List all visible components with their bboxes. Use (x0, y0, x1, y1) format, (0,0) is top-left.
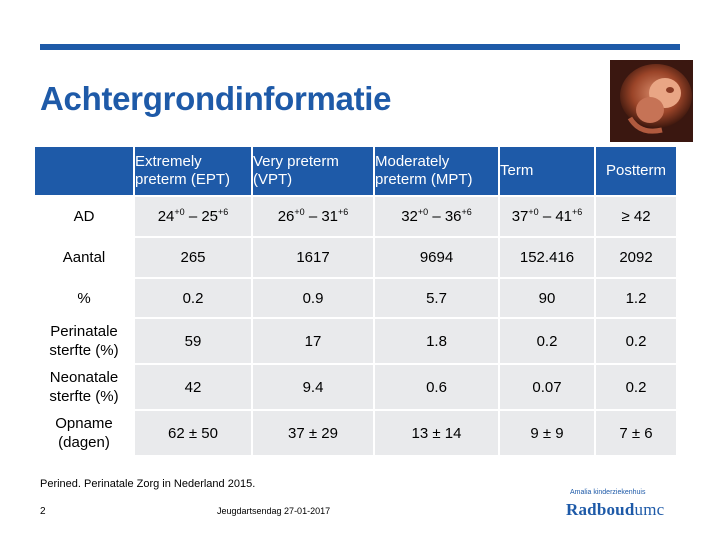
cell-ept: 0.2 (135, 279, 251, 317)
cell-vpt: 37 ± 29 (253, 411, 373, 455)
hospital-subtitle: Amalia kinderziekenhuis (570, 489, 646, 496)
cell-postterm: 2092 (596, 238, 676, 277)
header-term: Term (500, 147, 594, 195)
preterm-statistics-table: Extremely preterm (EPT) Very preterm (VP… (33, 145, 678, 457)
cell-mpt: 5.7 (375, 279, 498, 317)
ad-vpt: 26+0 – 31+6 (253, 197, 373, 236)
cell-ept: 62 ± 50 (135, 411, 251, 455)
table-row: Neonatale sterfte (%) 42 9.4 0.6 0.07 0.2 (35, 365, 676, 409)
radboudumc-logo: Radboudumc (566, 500, 664, 520)
row-label: Aantal (35, 238, 133, 277)
brand-bold-text: Radboud (566, 500, 635, 519)
cell-ept: 265 (135, 238, 251, 277)
slide-title: Achtergrondinformatie (40, 80, 392, 117)
row-label: % (35, 279, 133, 317)
table-row: % 0.2 0.9 5.7 90 1.2 (35, 279, 676, 317)
row-label: Perinatale sterfte (%) (35, 319, 133, 363)
table-row-ad: AD 24+0 – 25+6 26+0 – 31+6 32+0 – 36+6 3… (35, 197, 676, 236)
ad-postterm: ≥ 42 (596, 197, 676, 236)
table-header-row: Extremely preterm (EPT) Very preterm (VP… (35, 147, 676, 195)
fetus-photo (610, 60, 693, 142)
cell-postterm: 1.2 (596, 279, 676, 317)
ad-mpt: 32+0 – 36+6 (375, 197, 498, 236)
header-mpt: Moderately preterm (MPT) (375, 147, 498, 195)
cell-ept: 59 (135, 319, 251, 363)
table-row: Aantal 265 1617 9694 152.416 2092 (35, 238, 676, 277)
cell-term: 9 ± 9 (500, 411, 594, 455)
cell-mpt: 9694 (375, 238, 498, 277)
source-footnote: Perined. Perinatale Zorg in Nederland 20… (40, 478, 256, 490)
ad-term: 37+0 – 41+6 (500, 197, 594, 236)
cell-postterm: 0.2 (596, 319, 676, 363)
row-label: Opname (dagen) (35, 411, 133, 455)
cell-term: 152.416 (500, 238, 594, 277)
cell-term: 0.2 (500, 319, 594, 363)
event-footer: Jeugdartsendag 27-01-2017 (217, 506, 331, 516)
header-vpt: Very preterm (VPT) (253, 147, 373, 195)
cell-term: 0.07 (500, 365, 594, 409)
cell-postterm: 0.2 (596, 365, 676, 409)
cell-postterm: 7 ± 6 (596, 411, 676, 455)
table-row: Perinatale sterfte (%) 59 17 1.8 0.2 0.2 (35, 319, 676, 363)
cell-ept: 42 (135, 365, 251, 409)
cell-vpt: 1617 (253, 238, 373, 277)
cell-vpt: 17 (253, 319, 373, 363)
brand-light-text: umc (634, 500, 665, 519)
cell-vpt: 9.4 (253, 365, 373, 409)
cell-mpt: 13 ± 14 (375, 411, 498, 455)
cell-vpt: 0.9 (253, 279, 373, 317)
page-number: 2 (40, 506, 46, 517)
top-accent-bar (40, 44, 680, 50)
ad-ept: 24+0 – 25+6 (135, 197, 251, 236)
row-label: Neonatale sterfte (%) (35, 365, 133, 409)
cell-mpt: 1.8 (375, 319, 498, 363)
table-corner-cell (35, 147, 133, 195)
table-row: Opname (dagen) 62 ± 50 37 ± 29 13 ± 14 9 ± 9… (35, 411, 676, 455)
header-postterm: Postterm (596, 147, 676, 195)
cell-mpt: 0.6 (375, 365, 498, 409)
row-label-ad: AD (35, 197, 133, 236)
header-ept: Extremely preterm (EPT) (135, 147, 251, 195)
cell-term: 90 (500, 279, 594, 317)
